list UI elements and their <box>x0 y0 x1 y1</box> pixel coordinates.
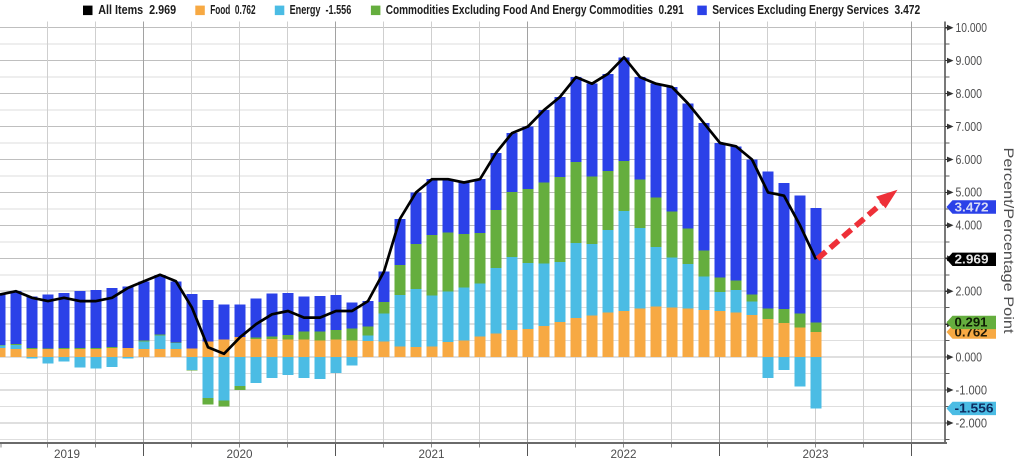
svg-text:-1.556: -1.556 <box>955 402 994 416</box>
svg-text:-1.000: -1.000 <box>956 383 988 397</box>
svg-text:2021: 2021 <box>419 447 445 459</box>
svg-text:5.000: 5.000 <box>956 186 983 200</box>
svg-text:Percent/Percentage Point: Percent/Percentage Point <box>1001 148 1017 334</box>
svg-text:7.000: 7.000 <box>956 120 983 134</box>
svg-text:All Items 2.969: All Items 2.969 <box>98 3 176 17</box>
svg-text:9.000: 9.000 <box>956 54 983 68</box>
svg-text:10.000: 10.000 <box>956 21 988 35</box>
svg-text:8.000: 8.000 <box>956 87 983 101</box>
svg-text:Food 0.762: Food 0.762 <box>210 3 255 17</box>
svg-text:0.000: 0.000 <box>956 350 983 364</box>
svg-text:3.472: 3.472 <box>955 200 989 214</box>
svg-text:6.000: 6.000 <box>956 153 983 167</box>
svg-text:Energy -1.556: Energy -1.556 <box>290 3 352 17</box>
svg-text:0.291: 0.291 <box>955 316 988 330</box>
svg-text:2.969: 2.969 <box>955 253 989 267</box>
svg-text:2019: 2019 <box>54 447 80 459</box>
svg-text:-2.000: -2.000 <box>956 416 988 430</box>
svg-text:Services Excluding Energy Serv: Services Excluding Energy Services 3.472 <box>712 3 920 17</box>
svg-text:2022: 2022 <box>611 447 637 459</box>
svg-text:Commodities Excluding Food And: Commodities Excluding Food And Energy Co… <box>386 3 684 17</box>
svg-text:2023: 2023 <box>803 447 829 459</box>
svg-text:2.000: 2.000 <box>956 285 983 299</box>
svg-text:4.000: 4.000 <box>956 219 983 233</box>
svg-text:2020: 2020 <box>227 447 253 459</box>
